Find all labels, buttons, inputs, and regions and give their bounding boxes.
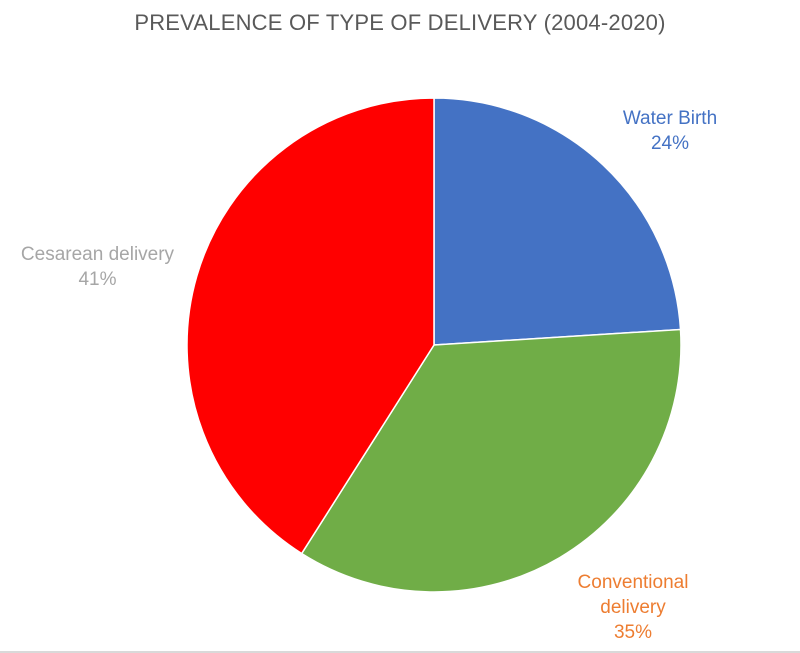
data-label-conventional-name-line1: Conventional bbox=[577, 572, 689, 593]
data-label-water-birth-name: Water Birth bbox=[622, 108, 718, 129]
data-label-cesarean-delivery: Cesarean delivery 41% bbox=[0, 242, 195, 292]
data-label-cesarean-name: Cesarean delivery bbox=[20, 244, 175, 265]
pie-slice-water-birth bbox=[433, 97, 682, 346]
data-label-cesarean-value: 41% bbox=[78, 269, 117, 290]
chart-title: PREVALENCE OF TYPE OF DELIVERY (2004-202… bbox=[134, 10, 666, 35]
data-label-conventional-delivery: Conventional delivery 35% bbox=[552, 570, 714, 645]
data-label-conventional-value: 35% bbox=[613, 622, 653, 643]
pie-slice-cesarean-delivery bbox=[186, 97, 435, 555]
data-label-conventional-name-line2: delivery bbox=[600, 597, 666, 618]
pie-slice-conventional-delivery bbox=[300, 328, 682, 593]
data-label-water-birth: Water Birth 24% bbox=[600, 106, 740, 156]
bottom-border bbox=[0, 651, 800, 653]
data-label-water-birth-value: 24% bbox=[650, 133, 690, 154]
